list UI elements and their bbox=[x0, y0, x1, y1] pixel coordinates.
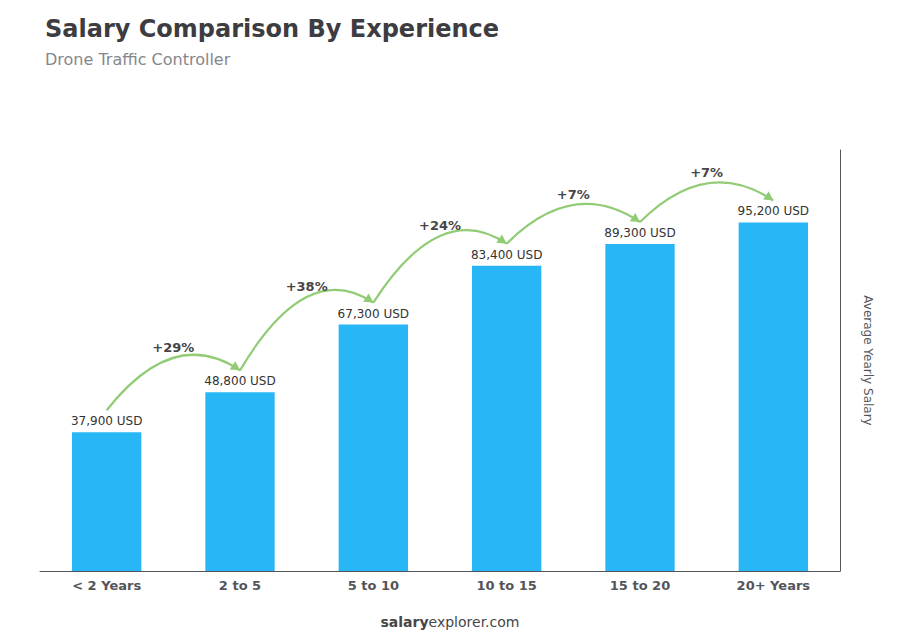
svg-text:10 to 15: 10 to 15 bbox=[476, 578, 536, 593]
svg-text:Salary Comparison By Experienc: Salary Comparison By Experience bbox=[45, 15, 499, 43]
svg-text:95,200 USD: 95,200 USD bbox=[738, 204, 809, 218]
svg-text:< 2 Years: < 2 Years bbox=[72, 578, 141, 593]
svg-text:Average Yearly Salary: Average Yearly Salary bbox=[861, 295, 875, 425]
svg-text:5 to 10: 5 to 10 bbox=[348, 578, 399, 593]
svg-text:+29%: +29% bbox=[152, 340, 194, 355]
svg-text:15 to 20: 15 to 20 bbox=[610, 578, 670, 593]
svg-text:67,300 USD: 67,300 USD bbox=[338, 307, 409, 321]
svg-text:37,900 USD: 37,900 USD bbox=[71, 414, 142, 428]
svg-text:+7%: +7% bbox=[557, 187, 590, 202]
svg-text:+7%: +7% bbox=[690, 165, 723, 180]
svg-text:+24%: +24% bbox=[419, 218, 461, 233]
svg-text:2 to 5: 2 to 5 bbox=[219, 578, 261, 593]
svg-text:Drone Traffic Controller: Drone Traffic Controller bbox=[45, 50, 231, 69]
svg-text:20+ Years: 20+ Years bbox=[737, 578, 811, 593]
svg-text:83,400 USD: 83,400 USD bbox=[471, 248, 542, 262]
svg-text:explorer.com: explorer.com bbox=[429, 614, 520, 630]
svg-text:+38%: +38% bbox=[286, 279, 328, 294]
svg-text:salary: salary bbox=[381, 614, 429, 630]
svg-text:48,800 USD: 48,800 USD bbox=[204, 374, 275, 388]
svg-text:89,300 USD: 89,300 USD bbox=[604, 226, 675, 240]
